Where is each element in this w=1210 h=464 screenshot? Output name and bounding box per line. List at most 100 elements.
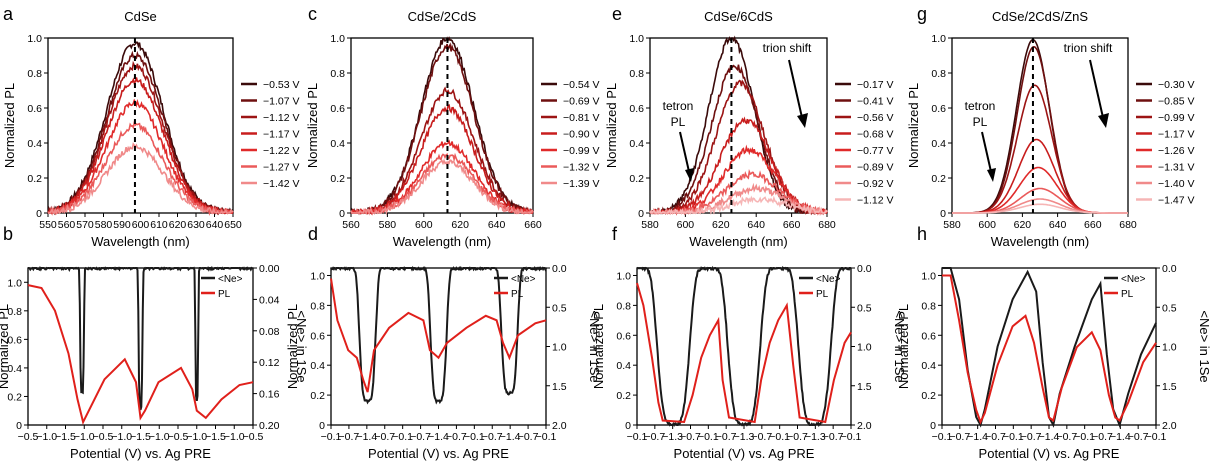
panel-letter: f bbox=[612, 224, 618, 244]
legend-label: −0.17 V bbox=[857, 79, 894, 91]
x-tick-label: −0.7 bbox=[787, 431, 808, 443]
y-tick-label: 0 bbox=[36, 208, 42, 220]
plot-frame bbox=[951, 37, 1129, 214]
x-tick-label: −1.5 bbox=[130, 431, 151, 443]
y2-tick-label: 0.20 bbox=[259, 420, 280, 432]
y2-axis-label: <Ne> in 1Se bbox=[892, 310, 907, 382]
panel-e: e CdSe/6CdS 580 600 620 640 660 680 0 0.2 0.4 0.6 0.… bbox=[604, 4, 894, 249]
y-tick-label: 0.8 bbox=[629, 68, 644, 80]
y-tick-label: 0.2 bbox=[921, 390, 936, 402]
panel-h: h−0.1−0.7−1.4−0.7−0.1−0.7−1.4−0.7−0.1−0.… bbox=[896, 224, 1210, 461]
spectrum-line bbox=[649, 195, 828, 216]
y-tick-label: 0.8 bbox=[27, 68, 42, 80]
y2-axis-label: <Ne> in 1Se bbox=[294, 310, 309, 382]
panel-letter: g bbox=[917, 4, 927, 24]
pl-trace bbox=[636, 282, 852, 424]
y2-tick-label: 0.5 bbox=[857, 302, 872, 314]
legend-label: −0.56 V bbox=[857, 112, 894, 124]
spectrum-line bbox=[952, 198, 1128, 214]
panel-letter: c bbox=[308, 4, 317, 24]
annotation-arrow bbox=[1089, 59, 1105, 123]
x-tick-label: −0.7 bbox=[518, 431, 539, 443]
y2-tick-label: 0.5 bbox=[552, 302, 567, 314]
legend-label: −0.53 V bbox=[263, 79, 300, 91]
annotation-text: PL bbox=[671, 115, 686, 129]
annotation-arrow bbox=[679, 131, 691, 177]
x-tick-label: −1.0 bbox=[186, 431, 207, 443]
x-tick-label: −1.4 bbox=[967, 431, 988, 443]
x-tick-label: −0.7 bbox=[644, 431, 665, 443]
y2-tick-label: 0.0 bbox=[1162, 263, 1177, 275]
legend-label: −1.39 V bbox=[563, 178, 600, 190]
arrow-head bbox=[1098, 113, 1109, 128]
spectrum-line bbox=[350, 36, 534, 215]
x-tick-label: −0.1 bbox=[1146, 431, 1167, 443]
spectrum-line bbox=[952, 203, 1128, 214]
x-tick-label: −1.4 bbox=[428, 431, 449, 443]
y-tick-label: 0.8 bbox=[7, 306, 22, 318]
y-axis-label: Normalized PL bbox=[604, 83, 619, 168]
y-tick-label: 0.4 bbox=[27, 138, 42, 150]
panel-title: CdSe bbox=[124, 9, 157, 24]
spectrum-line bbox=[350, 139, 534, 216]
ne-trace bbox=[28, 265, 254, 411]
x-tick-label: −0.1 bbox=[698, 431, 719, 443]
panel-d: d−0.1−0.7−1.4−0.7−0.1−0.7−1.4−0.7−0.1−0.… bbox=[285, 224, 602, 461]
legend-label: −1.40 V bbox=[1158, 178, 1195, 190]
x-tick-label: −1.5 bbox=[205, 431, 226, 443]
panel-letter: b bbox=[3, 224, 13, 244]
y-tick-label: 1.0 bbox=[310, 270, 325, 282]
spectrum-line bbox=[48, 77, 234, 216]
y-tick-label: 0 bbox=[930, 420, 936, 432]
y-tick-label: 1.0 bbox=[931, 33, 946, 45]
panel-letter: d bbox=[308, 224, 318, 244]
x-tick-label: −1.5 bbox=[55, 431, 76, 443]
pl-trace bbox=[330, 278, 547, 393]
spectrum-line bbox=[952, 166, 1128, 214]
x-tick-label: 600 bbox=[978, 219, 996, 231]
spectrum-line bbox=[48, 142, 234, 216]
x-tick-label: −0.1 bbox=[932, 431, 953, 443]
y2-tick-label: 0.5 bbox=[1162, 302, 1177, 314]
y-tick-label: 0.4 bbox=[7, 363, 22, 375]
y2-tick-label: 2.0 bbox=[552, 420, 567, 432]
x-tick-label: −1.3 bbox=[662, 431, 683, 443]
y-tick-label: 1.0 bbox=[7, 277, 22, 289]
x-axis-label: Wavelength (nm) bbox=[91, 234, 190, 249]
annotation-text: PL bbox=[973, 115, 988, 129]
y-tick-label: 0.8 bbox=[921, 300, 936, 312]
spectrum-line bbox=[350, 86, 534, 215]
y-tick-label: 0.2 bbox=[27, 173, 42, 185]
x-tick-label: 620 bbox=[1014, 219, 1032, 231]
x-tick-label: −0.7 bbox=[1128, 431, 1149, 443]
x-tick-label: −1.4 bbox=[1110, 431, 1131, 443]
y-tick-label: 0.8 bbox=[931, 68, 946, 80]
x-tick-label: −0.7 bbox=[716, 431, 737, 443]
y-tick-label: 0.8 bbox=[310, 300, 325, 312]
x-tick-label: −0.1 bbox=[1003, 431, 1024, 443]
legend-label: −1.12 V bbox=[857, 195, 894, 207]
y-tick-label: 0.6 bbox=[310, 330, 325, 342]
arrow-head bbox=[987, 168, 996, 182]
y-tick-label: 0 bbox=[940, 208, 946, 220]
x-tick-label: 630 bbox=[187, 219, 205, 231]
ne-trace bbox=[636, 265, 852, 428]
plot-frame bbox=[350, 37, 534, 214]
y-tick-label: 1.0 bbox=[27, 33, 42, 45]
y2-tick-label: 0.0 bbox=[552, 263, 567, 275]
y-tick-label: 0.6 bbox=[629, 103, 644, 115]
pl-trace bbox=[942, 274, 1157, 425]
x-tick-label: −0.7 bbox=[339, 431, 360, 443]
legend-label: −0.89 V bbox=[857, 162, 894, 174]
x-tick-label: −0.5 bbox=[168, 431, 189, 443]
spectrum-line bbox=[952, 138, 1128, 214]
y-axis-label: Normalized PL bbox=[0, 304, 11, 389]
legend-label: −0.77 V bbox=[857, 145, 894, 157]
y-axis-label: Normalized PL bbox=[2, 83, 17, 168]
x-tick-label: −0.1 bbox=[769, 431, 790, 443]
y-tick-label: 1.0 bbox=[330, 33, 345, 45]
y-tick-label: 0.2 bbox=[330, 173, 345, 185]
x-tick-label: 580 bbox=[641, 219, 659, 231]
legend-label: −1.12 V bbox=[263, 112, 300, 124]
